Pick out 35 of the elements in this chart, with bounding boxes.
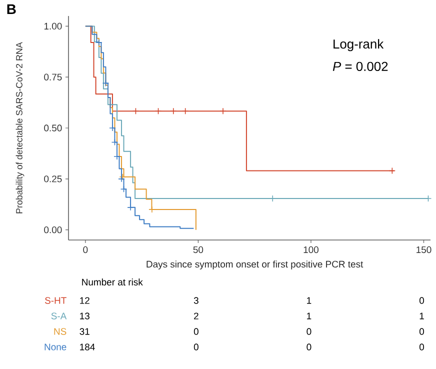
y-tick-label: 0.75 [44,74,62,80]
text: 13 [80,312,90,320]
x-tick-label: 100 [304,246,318,254]
text: 0 [306,328,312,335]
y-axis-title: Probability of detectable SARS-CoV-2 RNA [16,42,24,214]
text: 3 [194,297,198,304]
text: 0 [419,344,424,350]
text: 1 [420,312,424,320]
text: 2 [194,312,198,320]
text: 0 [194,328,198,335]
y-tick-label: 0.00 [44,226,62,234]
text: S-A [51,312,67,320]
text: NS [54,328,66,335]
chart-title: B [7,4,16,14]
annotation: Log-rank [334,39,384,52]
text: 31 [80,328,90,335]
text: 0 [419,297,424,304]
x-tick-label: 150 [416,246,432,254]
y-tick-label: 1.00 [44,22,62,30]
annotation: P = 0.002 [332,62,388,71]
x-axis-title: Days since symptom onset or first positive PCR test [146,260,364,270]
text: 0 [419,328,424,335]
x-tick-label: 50 [193,246,204,254]
text: Number at risk [82,278,143,286]
text: 1 [307,312,312,320]
text: 1 [307,297,312,304]
text: 12 [80,297,90,304]
x-tick-label: 0 [83,246,88,254]
y-tick-label: 0.50 [44,124,62,132]
text: 0 [194,344,198,350]
text: 0 [306,344,312,350]
y-tick-label: 0.25 [44,176,62,182]
text: 184 [80,344,95,350]
text: None [44,344,66,350]
text: S-HT [45,297,66,304]
